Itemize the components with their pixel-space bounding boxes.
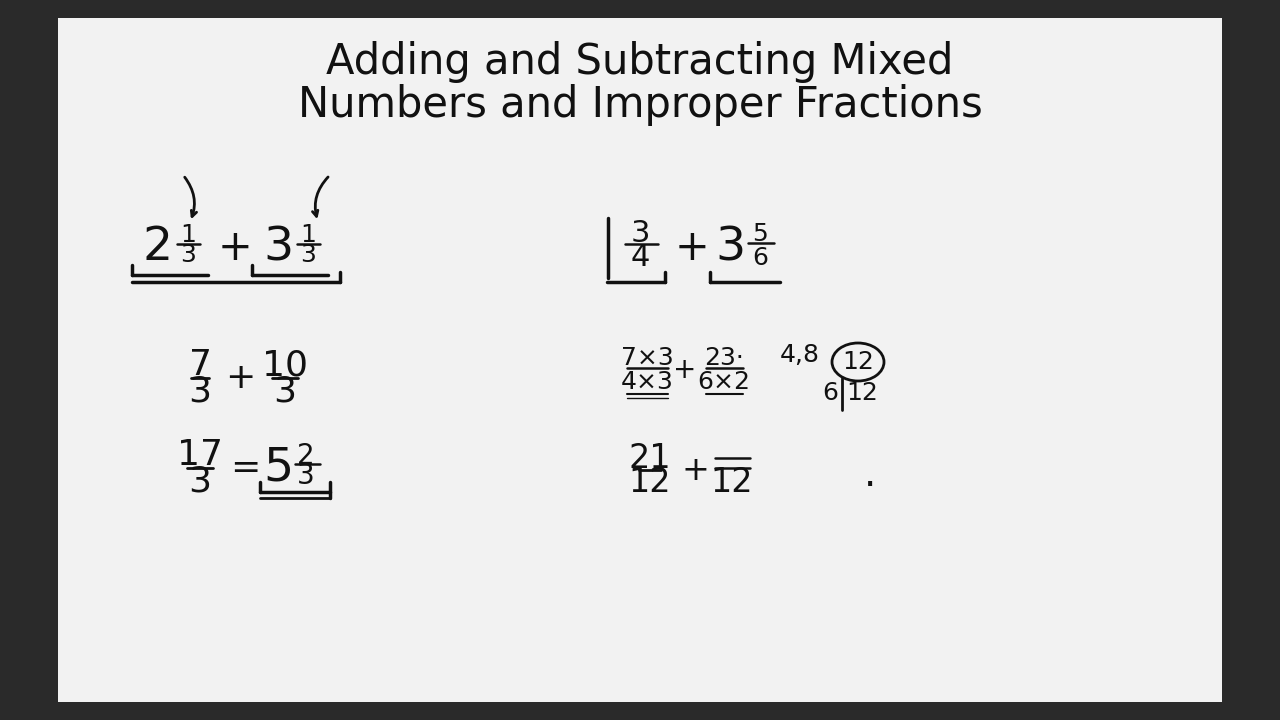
Text: +: +: [681, 454, 709, 487]
Text: 7: 7: [188, 348, 211, 382]
Text: 7×3: 7×3: [621, 346, 673, 370]
Text: 4,8: 4,8: [780, 343, 820, 367]
Text: 2: 2: [297, 442, 315, 470]
Text: 1: 1: [180, 223, 196, 247]
Text: =: =: [230, 451, 260, 485]
Text: 17: 17: [177, 438, 223, 472]
Text: 12: 12: [842, 350, 874, 374]
Text: 3: 3: [300, 243, 316, 267]
Text: 6: 6: [753, 246, 768, 270]
Text: 21: 21: [628, 441, 671, 474]
Text: 3: 3: [297, 462, 315, 490]
Text: 5: 5: [262, 446, 293, 490]
Text: 3: 3: [180, 243, 196, 267]
Text: 12: 12: [846, 381, 878, 405]
Text: +: +: [673, 356, 696, 384]
Text: 3: 3: [716, 225, 745, 271]
Text: +: +: [675, 227, 709, 269]
Text: 10: 10: [262, 348, 308, 382]
Text: 4: 4: [630, 243, 650, 272]
Text: 3: 3: [188, 374, 211, 408]
Text: 3: 3: [630, 218, 650, 248]
Text: Numbers and Improper Fractions: Numbers and Improper Fractions: [298, 84, 982, 126]
Text: Adding and Subtracting Mixed: Adding and Subtracting Mixed: [326, 41, 954, 83]
Text: 12: 12: [710, 466, 754, 498]
Text: 4×3: 4×3: [621, 370, 673, 394]
Text: 1: 1: [300, 223, 316, 247]
Text: 2: 2: [143, 225, 173, 271]
FancyBboxPatch shape: [58, 18, 1222, 702]
Text: 3: 3: [188, 464, 211, 498]
Text: 6×2: 6×2: [698, 370, 750, 394]
Text: .: .: [864, 456, 877, 494]
Text: 5: 5: [753, 222, 768, 246]
Text: 3: 3: [274, 374, 297, 408]
Text: 6: 6: [822, 381, 838, 405]
Text: 23·: 23·: [704, 346, 744, 370]
Text: 3: 3: [262, 225, 293, 271]
Text: +: +: [218, 227, 252, 269]
Text: 12: 12: [628, 466, 671, 498]
Text: +: +: [225, 361, 255, 395]
